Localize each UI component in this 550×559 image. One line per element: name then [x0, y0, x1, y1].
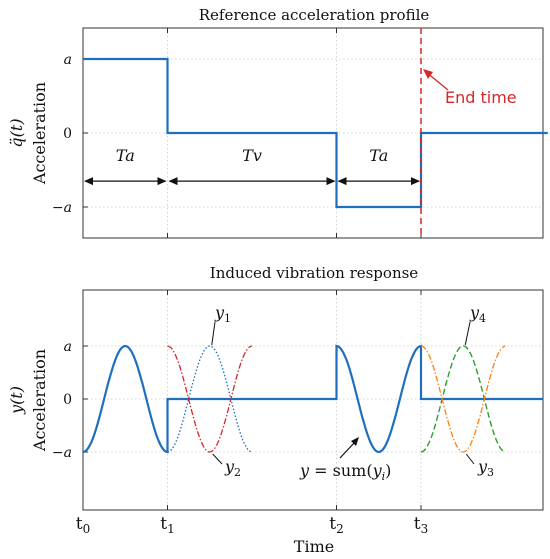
bottom-ytick-label: −a — [52, 445, 72, 461]
sum-label: y = sum(yi) — [299, 461, 391, 483]
y3-pointer — [465, 453, 475, 465]
y3-dashdot-line — [420, 345, 506, 453]
y2-label: y2 — [224, 457, 241, 479]
interval-arrowhead-left — [168, 177, 178, 186]
top-ytick-label: a — [64, 52, 72, 68]
response-sum-line — [82, 344, 543, 454]
top-ylabel-symbol: q̈(t) — [7, 118, 26, 147]
interval-arrowhead-left — [84, 177, 93, 186]
bottom-ylabel-symbol: y(t) — [7, 386, 26, 415]
top-yticks: a 0 −a — [52, 52, 88, 216]
sum-pointer-arrowhead — [351, 437, 359, 446]
bottom-ylabel: Acceleration — [30, 349, 49, 452]
x-tick-label: t2 — [329, 514, 343, 536]
x-axis-label: Time — [294, 537, 334, 556]
y4-dashed-line — [420, 345, 506, 453]
y4-pointer — [464, 321, 471, 346]
interval-label: Ta — [369, 146, 388, 165]
bottom-yticks: a 0 −a — [52, 339, 88, 461]
bottom-ytick-label: a — [64, 339, 72, 355]
y1-label: y1 — [214, 303, 231, 325]
x-tick-label: t3 — [414, 514, 428, 536]
y3-label: y3 — [477, 457, 494, 479]
x-tick-label: t0 — [76, 514, 90, 536]
bottom-grid — [82, 290, 543, 510]
top-ytick-label: 0 — [63, 126, 72, 142]
y4-label: y4 — [469, 303, 486, 325]
interval-arrowhead-right — [157, 177, 167, 186]
bottom-marks: y1 y2 y4 y3 y = sum(yi) — [82, 303, 543, 483]
bottom-title: Induced vibration response — [210, 264, 419, 282]
top-marks: Ta Tv Ta End time — [83, 28, 548, 238]
x-tick-label: t1 — [160, 514, 174, 536]
interval-arrowhead-right — [326, 177, 336, 186]
bottom-xticks: t0 t1 t2 t3 — [76, 514, 428, 536]
y2-dashdot-line — [167, 345, 253, 453]
bottom-panel: Induced vibration response a 0 −a y(t) Acc… — [7, 264, 544, 556]
y1-pointer — [211, 321, 216, 346]
top-ytick-label: −a — [52, 200, 72, 216]
interval-arrowhead-right — [411, 177, 420, 186]
bottom-ytick-label: 0 — [63, 392, 72, 408]
interval-label: Tv — [242, 146, 262, 165]
interval-arrowhead-left — [337, 177, 347, 186]
top-ylabel: Acceleration — [30, 82, 49, 185]
top-title: Reference acceleration profile — [199, 6, 430, 24]
sum-pointer-line — [339, 441, 356, 459]
end-time-label: End time — [445, 88, 517, 107]
top-panel: Reference acceleration profile a 0 −a q̈(t… — [7, 6, 548, 239]
end-time-arrowhead — [423, 69, 433, 79]
acceleration-profile-line — [83, 57, 548, 209]
y2-pointer — [212, 453, 223, 465]
interval-label: Ta — [116, 146, 135, 165]
